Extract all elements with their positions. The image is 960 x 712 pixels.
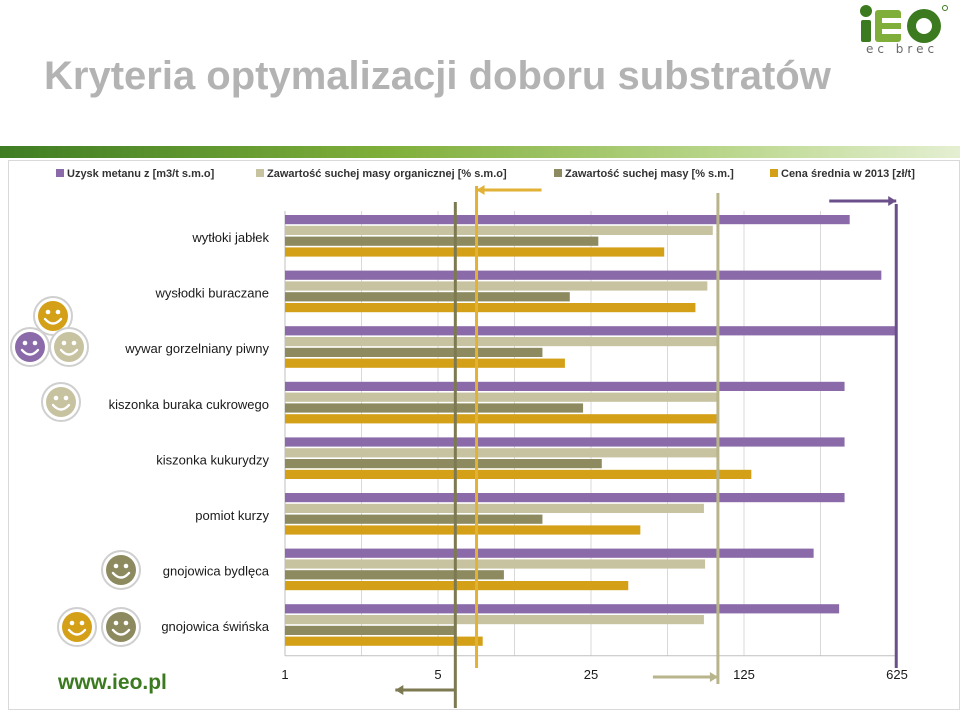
bar-3 xyxy=(285,514,543,524)
bar-4 xyxy=(285,303,696,313)
smiley-icon-eye xyxy=(79,620,85,626)
smiley-icon xyxy=(54,332,84,362)
smiley-icon-mouth xyxy=(59,348,79,356)
category-label: wytłoki jabłek xyxy=(191,230,269,245)
legend-swatch xyxy=(56,169,64,177)
legend-label: Zawartość suchej masy [% s.m.] xyxy=(565,168,734,180)
bar-2 xyxy=(285,392,718,402)
legend-swatch xyxy=(770,169,778,177)
smiley-icon-mouth xyxy=(111,571,131,579)
legend-label: Cena średnia w 2013 [zł/t] xyxy=(781,168,915,180)
category-label: wywar gorzelniany piwny xyxy=(124,341,269,356)
bar-2 xyxy=(285,503,704,513)
bar-1 xyxy=(285,493,845,503)
reference-arrow-head-olive xyxy=(395,685,404,695)
bar-2 xyxy=(285,615,704,625)
bar-3 xyxy=(285,570,504,580)
smiley-icon-eye xyxy=(113,563,119,569)
bar-2 xyxy=(285,559,706,569)
bar-4 xyxy=(285,525,641,535)
category-label: kiszonka buraka cukrowego xyxy=(109,397,269,412)
smiley-icon-eye xyxy=(123,620,129,626)
smiley-icon-eye xyxy=(69,620,75,626)
footer-url[interactable]: www.ieo.pl xyxy=(58,671,167,694)
bar-1 xyxy=(285,437,845,447)
x-tick-label: 1 xyxy=(281,667,288,682)
bar-1 xyxy=(285,270,882,280)
smiley-icon-eye xyxy=(22,340,28,346)
reference-arrow-head-gold xyxy=(476,185,485,195)
bar-1 xyxy=(285,326,897,336)
category-label: kiszonka kukurydzy xyxy=(156,452,269,467)
bar-1 xyxy=(285,604,840,614)
category-label: gnojowica bydlęca xyxy=(163,564,270,579)
smiley-icon xyxy=(46,387,76,417)
reference-arrow-head-tan xyxy=(709,672,718,682)
smiley-icon-eye xyxy=(71,340,77,346)
ieo-logo xyxy=(860,5,948,43)
bar-3 xyxy=(285,403,584,413)
smiley-icon-eye xyxy=(63,395,69,401)
x-tick-label: 25 xyxy=(584,667,598,682)
bar-3 xyxy=(285,625,456,635)
bar-3 xyxy=(285,459,602,469)
x-tick-label: 125 xyxy=(733,667,755,682)
bar-4 xyxy=(285,636,483,646)
legend-swatch xyxy=(554,169,562,177)
bar-1 xyxy=(285,215,850,225)
legend-swatch xyxy=(256,169,264,177)
smiley-icon-mouth xyxy=(43,317,63,325)
x-tick-label: 5 xyxy=(434,667,441,682)
bar-2 xyxy=(285,281,708,291)
bar-3 xyxy=(285,292,570,302)
slide-title: Kryteria optymalizacji doboru substratów xyxy=(44,54,831,98)
bar-1 xyxy=(285,381,845,391)
bar-2 xyxy=(285,225,713,235)
smiley-icon-eye xyxy=(55,309,61,315)
bar-4 xyxy=(285,469,752,479)
smiley-icon-mouth xyxy=(20,348,40,356)
smiley-icon-eye xyxy=(45,309,51,315)
reference-arrow-head-purple xyxy=(888,196,897,206)
x-tick-label: 625 xyxy=(886,667,908,682)
legend-label: Uzysk metanu z [m3/t s.m.o] xyxy=(67,168,215,180)
bar-3 xyxy=(285,236,599,246)
smiley-icon-mouth xyxy=(67,628,87,636)
bar-3 xyxy=(285,347,543,357)
bar-2 xyxy=(285,337,718,347)
smiley-icon xyxy=(38,301,68,331)
legend-label: Zawartość suchej masy organicznej [% s.m… xyxy=(267,168,507,180)
category-label: pomiot kurzy xyxy=(195,508,269,523)
smiley-icon-mouth xyxy=(51,403,71,411)
smiley-icon xyxy=(106,555,136,585)
smiley-icon-eye xyxy=(32,340,38,346)
category-label: wysłodki buraczane xyxy=(155,286,269,301)
category-label: gnojowica świńska xyxy=(161,619,269,634)
smiley-icon-eye xyxy=(61,340,67,346)
header-accent-strip xyxy=(0,146,960,158)
bar-4 xyxy=(285,414,718,424)
bar-1 xyxy=(285,548,814,558)
smiley-icon-mouth xyxy=(111,628,131,636)
smiley-icon xyxy=(62,612,92,642)
bar-4 xyxy=(285,358,565,368)
bar-2 xyxy=(285,448,718,458)
logo-subtext: ec brec xyxy=(866,42,939,56)
smiley-icon-eye xyxy=(113,620,119,626)
smiley-icon xyxy=(106,612,136,642)
smiley-icon-eye xyxy=(123,563,129,569)
smiley-icon-eye xyxy=(53,395,59,401)
smiley-icon xyxy=(15,332,45,362)
bar-4 xyxy=(285,247,665,257)
